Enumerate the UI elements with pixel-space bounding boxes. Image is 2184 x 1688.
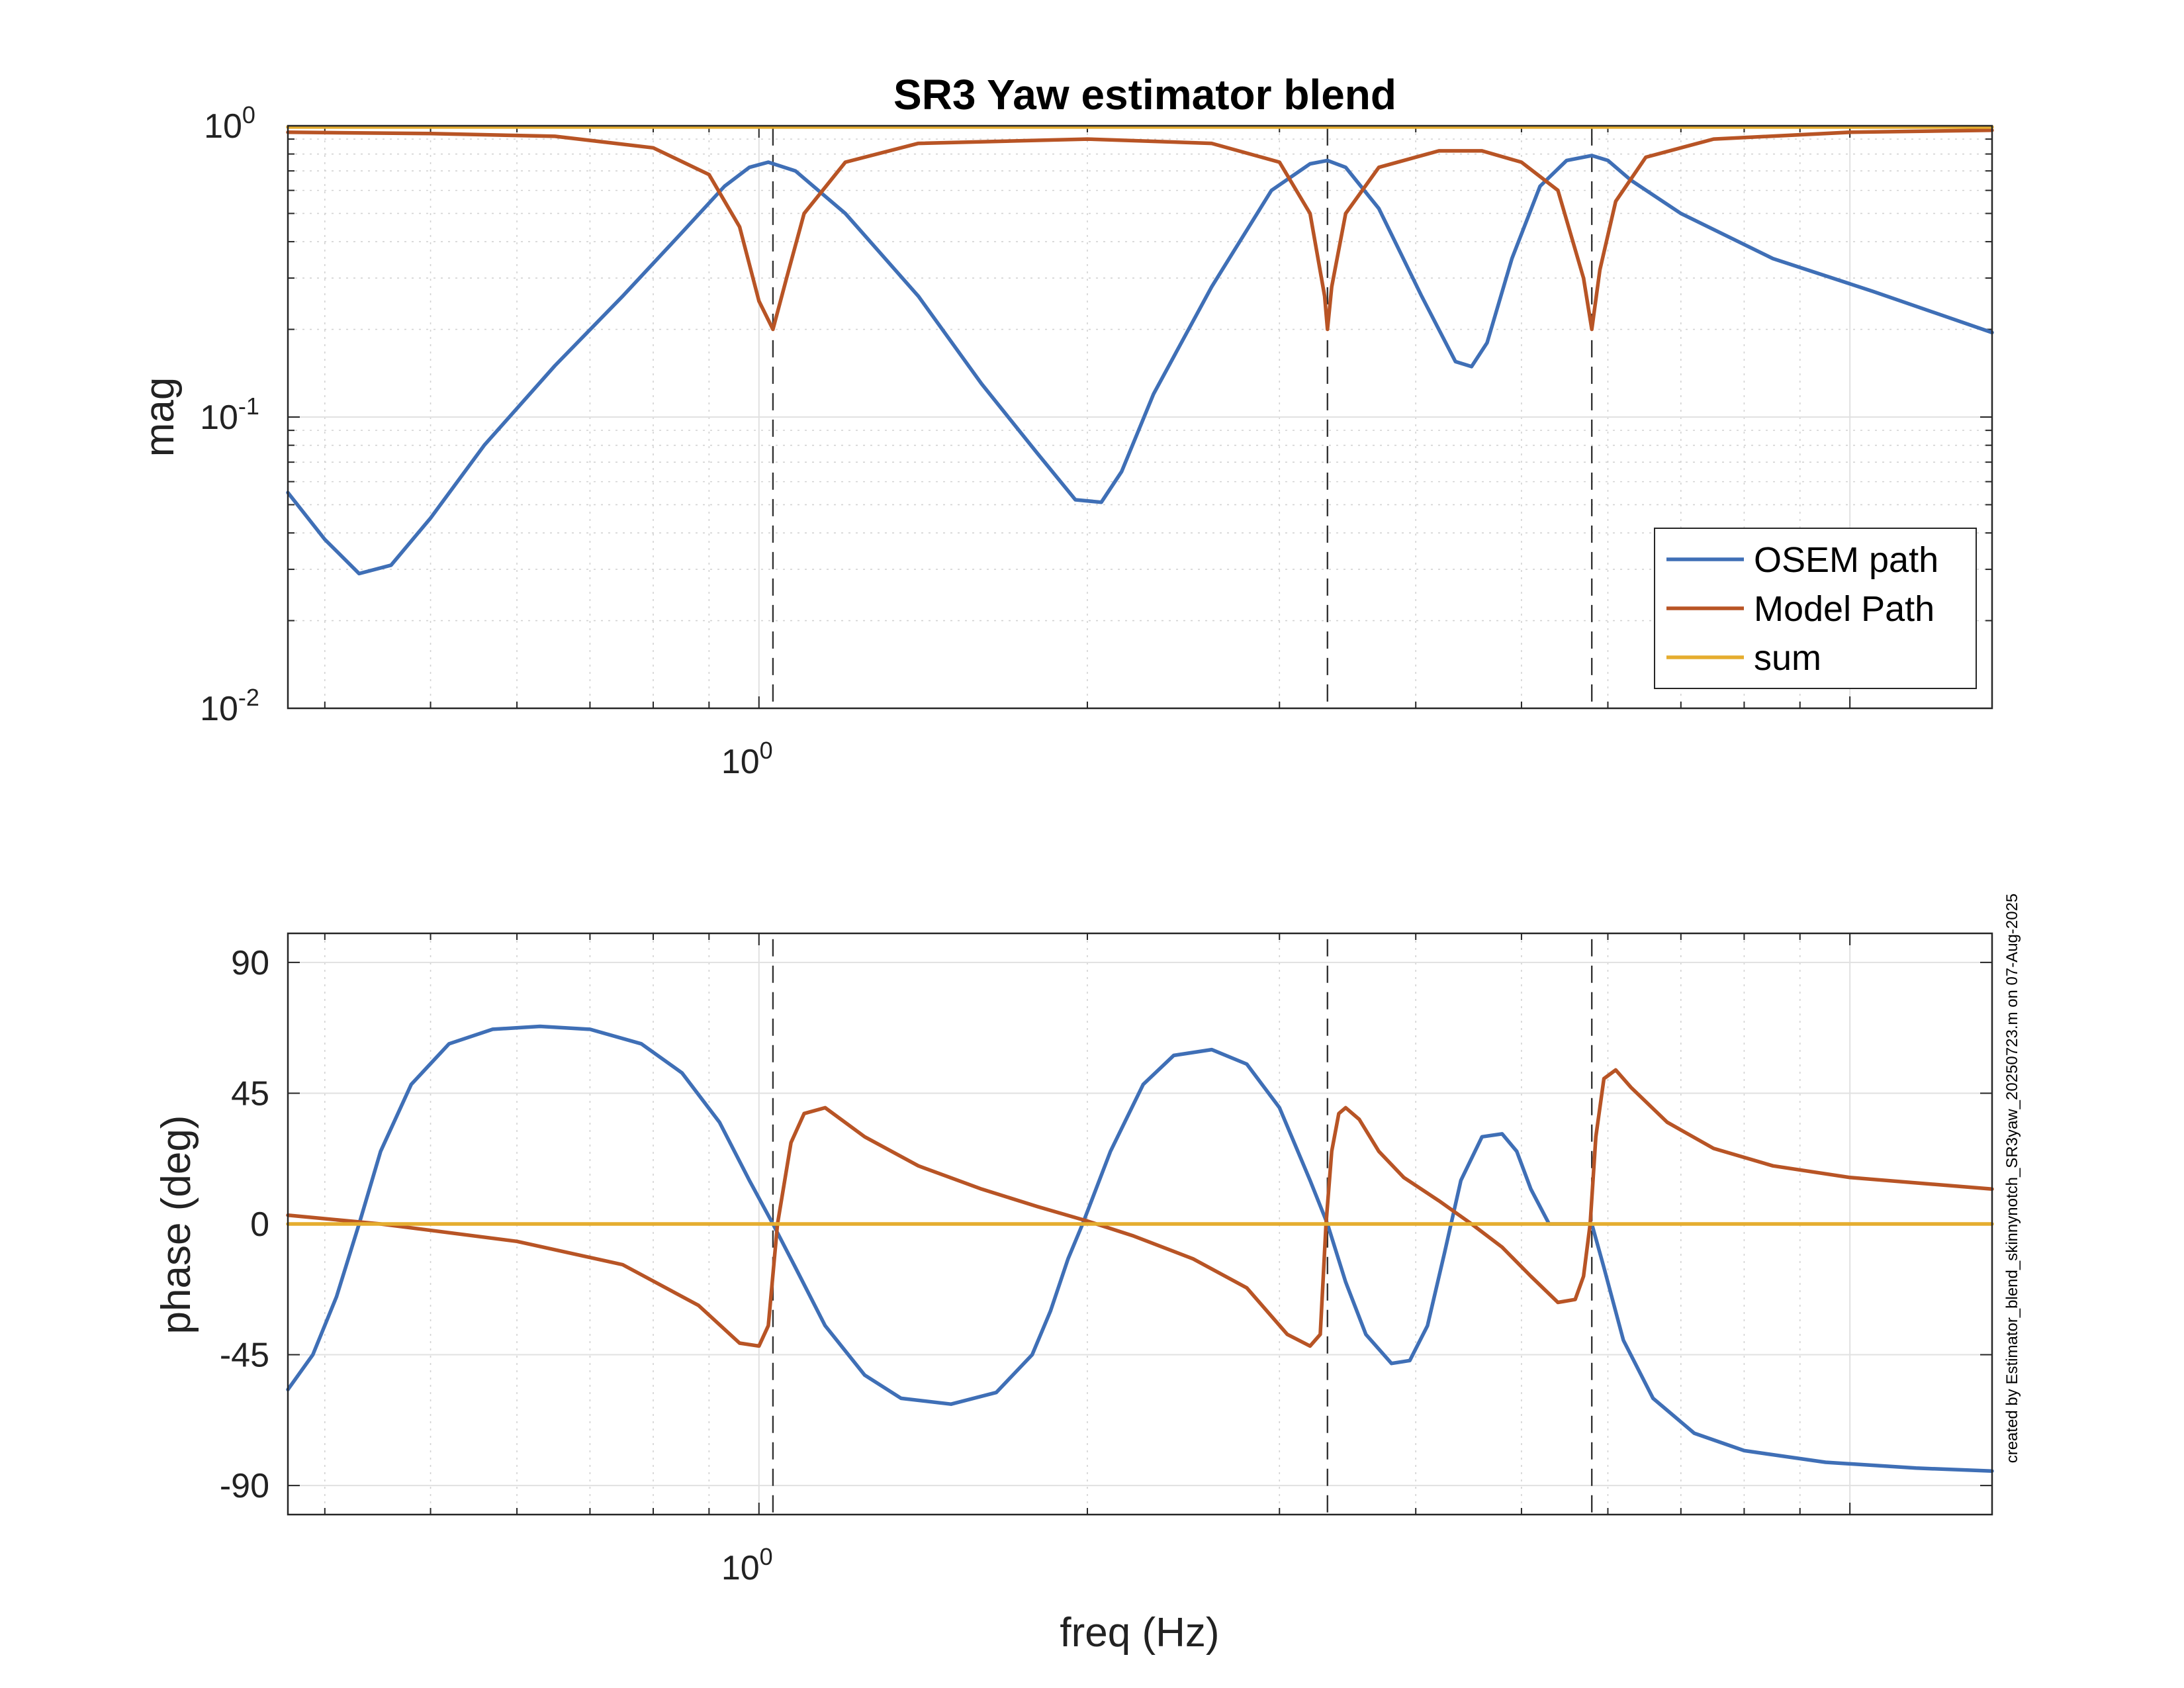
magnitude-y-tick-label: 100 [204,101,255,146]
series-line-model-path [286,128,1994,332]
phase-notch-markers [772,939,1593,1515]
phase-panel: 100 90 45 0 -45 -90 phase (deg) freq (Hz) [154,932,1994,1656]
phase-y-tick-label: 45 [231,1074,269,1113]
magnitude-notch-markers [772,128,1593,708]
magnitude-grid [288,125,1992,709]
phase-y-tick-label: -45 [220,1336,269,1375]
legend-entry-label: OSEM path [1754,540,1938,580]
magnitude-x-tick-label: 100 [721,737,773,781]
side-note: created by Estimator_blend_skinnynotch_S… [2003,894,2021,1464]
phase-tick-labels: 100 90 45 0 -45 -90 [220,944,773,1587]
magnitude-axes-box [287,124,1993,710]
phase-x-tick-label: 100 [721,1543,773,1587]
phase-axes-box [287,932,1993,1516]
chart-title: SR3 Yaw estimator blend [893,71,1396,118]
magnitude-y-tick-label: 10-1 [200,393,259,437]
magnitude-series [286,125,1994,576]
series-line-osem-path [286,154,1994,576]
magnitude-y-axis-label: mag [137,377,183,457]
magnitude-panel: 100 100 10-1 10-2 mag OSEM path Model Path su… [137,101,1994,781]
magnitude-tick-labels: 100 100 10-1 10-2 [200,101,773,781]
legend-entry-label: sum [1754,638,1821,678]
phase-y-tick-label: 0 [250,1205,269,1244]
phase-y-axis-label: phase (deg) [154,1115,199,1335]
legend-entry-label: Model Path [1754,589,1934,629]
magnitude-y-tick-label: 10-2 [200,684,259,728]
legend: OSEM path Model Path sum [1654,528,1977,689]
phase-y-tick-label: -90 [220,1467,269,1505]
x-axis-label: freq (Hz) [1060,1610,1219,1656]
phase-y-tick-label: 90 [231,944,269,982]
phase-series [286,1024,1994,1473]
